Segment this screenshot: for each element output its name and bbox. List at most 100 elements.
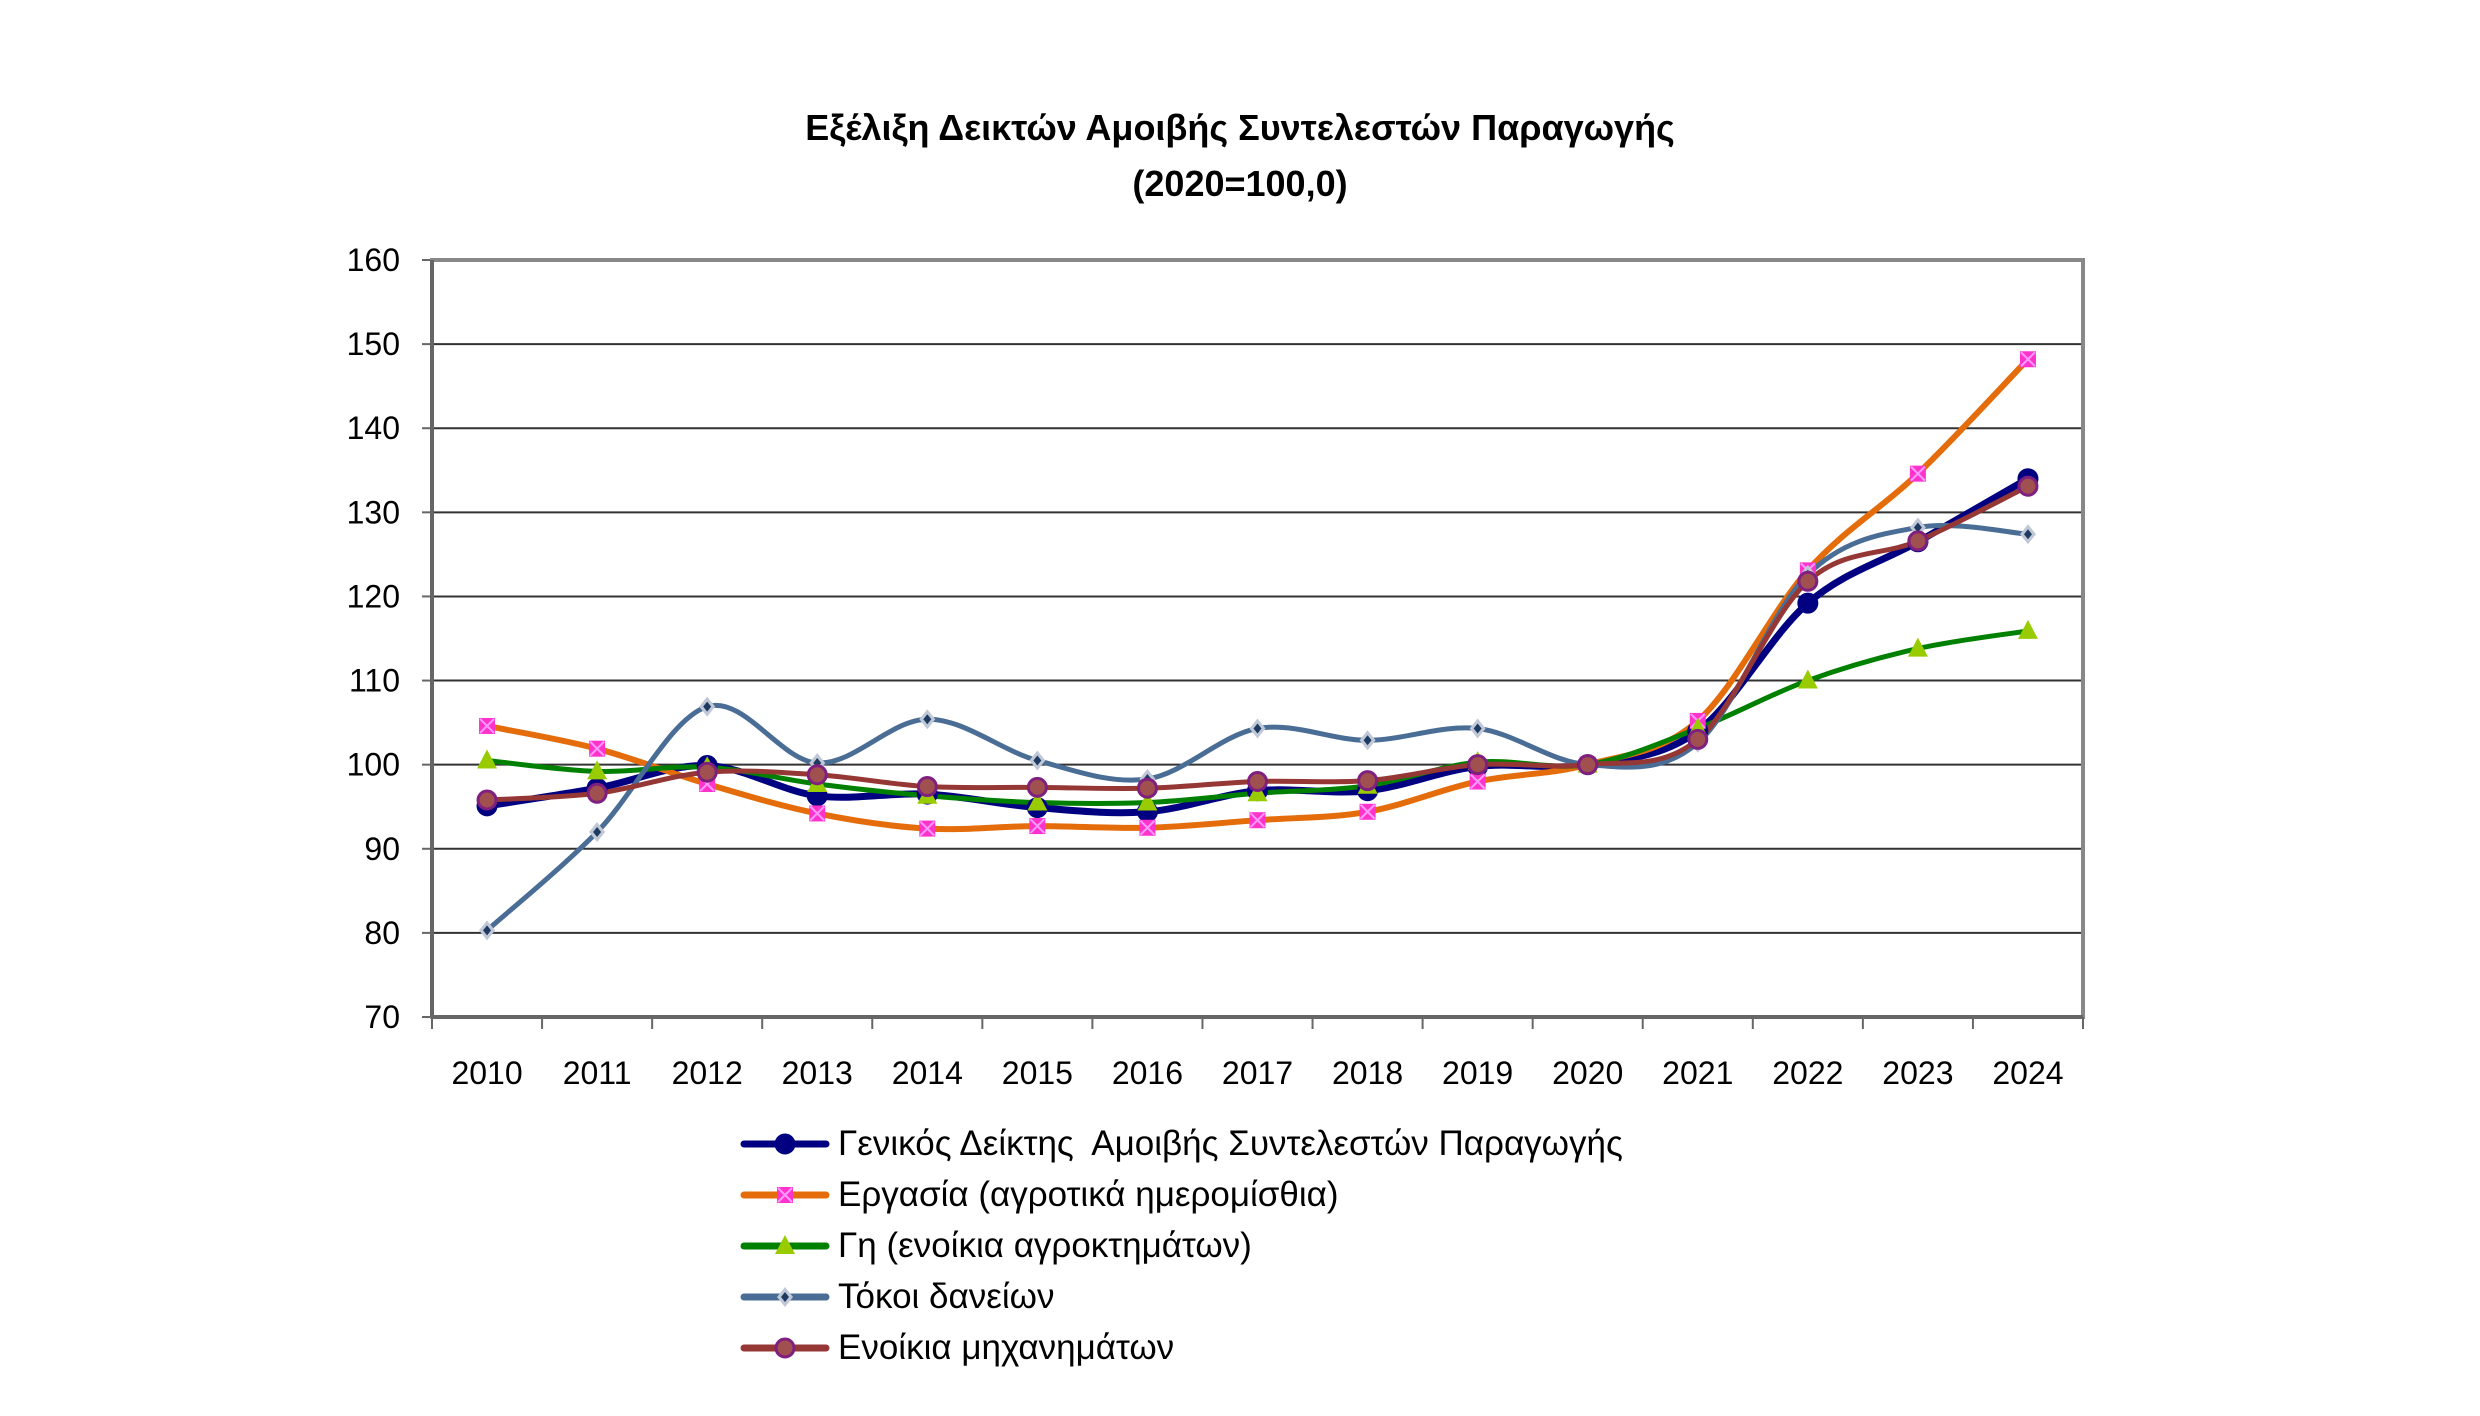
data-point-s5-2020 [1577, 754, 1599, 776]
marker-x [1249, 812, 1266, 828]
data-point-s5-2019 [1467, 754, 1489, 776]
data-point-s4-2015 [1029, 750, 1046, 771]
legend-label: Γη (ενοίκια αγροκτημάτων) [838, 1225, 1252, 1265]
tick-labels: 70 80 90 100 110 120 130 140 150 160 2010 2011 2012 2… [347, 242, 2064, 1091]
legend-item: Τόκοι δανείων [740, 1271, 1623, 1322]
data-point-s2-2017 [1249, 812, 1266, 829]
x-tick-label: 2013 [782, 1055, 853, 1091]
data-point-s4-2019 [1469, 718, 1486, 739]
data-point-s4-2014 [919, 709, 936, 730]
y-tick-label: 160 [347, 242, 400, 278]
y-tick-label: 70 [364, 999, 400, 1035]
data-point-s2-2014 [919, 820, 936, 837]
data-point-s2-2015 [1029, 818, 1046, 835]
data-point-s4-2010 [479, 920, 496, 941]
legend-marker [774, 1133, 796, 1154]
x-tick-label: 2011 [563, 1055, 632, 1091]
data-point-s5-2016 [1136, 777, 1158, 799]
data-point-s2-2018 [1359, 803, 1376, 820]
marker-x [1469, 773, 1486, 790]
data-point-s3-2024 [2017, 619, 2038, 639]
legend-swatch-icon [740, 1234, 830, 1254]
data-point-s4-2011 [589, 821, 606, 842]
data-point-s2-2019 [1469, 773, 1486, 790]
legend-swatch-icon [740, 1186, 830, 1203]
axes [422, 258, 2085, 1029]
legend-item: Ενοίκια μηχανημάτων [740, 1322, 1623, 1373]
data-point-s3-2016 [1137, 791, 1158, 811]
legend-item: Γενικός Δείκτης Αμοιβής Συντελεστών Παρα… [740, 1118, 1623, 1169]
marker-diamond-inner [1913, 522, 1922, 533]
legend-label: Ενοίκια μηχανημάτων [838, 1327, 1175, 1367]
data-point-s3-2022 [1797, 669, 1818, 689]
x-tick-label: 2024 [1992, 1055, 2063, 1091]
data-point-s4-2024 [2019, 524, 2036, 545]
data-point-s2-2011 [589, 740, 606, 757]
legend-marker [774, 1337, 796, 1358]
data-point-s2-2023 [1909, 465, 1926, 482]
marker-x [1359, 804, 1376, 820]
legend-marker [775, 1234, 795, 1254]
series-line-5 [484, 483, 2031, 803]
data-point-s5-2015 [1026, 776, 1048, 798]
data-point-s5-2022 [1797, 570, 1819, 592]
legend-label: Τόκοι δανείων [838, 1276, 1055, 1316]
marker-diamond-inner [1473, 723, 1482, 734]
y-tick-label: 110 [349, 663, 400, 699]
legend-swatch-icon [740, 1286, 830, 1307]
x-tick-label: 2020 [1552, 1055, 1623, 1091]
x-tick-label: 2012 [672, 1055, 743, 1091]
legend-label: Εργασία (αγροτικά ημερομίσθια) [838, 1174, 1339, 1214]
data-point-s2-2016 [1139, 819, 1156, 836]
marker-diamond-inner [593, 826, 602, 837]
marker-diamond-inner [923, 714, 932, 725]
y-tick-label: 120 [347, 578, 400, 614]
data-point-s1-2022 [1797, 592, 1819, 614]
gridlines [432, 259, 2083, 934]
marker-diamond-inner [2023, 529, 2032, 540]
legend-swatch-icon [740, 1133, 830, 1154]
y-tick-label: 90 [364, 831, 400, 867]
data-point-s5-2021 [1687, 728, 1709, 750]
data-point-s3-2015 [1027, 791, 1048, 811]
marker-x [1910, 465, 1926, 482]
data-point-s2-2013 [809, 805, 826, 822]
data-point-s5-2011 [586, 782, 608, 804]
marker-diamond-inner [1033, 755, 1042, 766]
data-point-s5-2017 [1247, 770, 1268, 792]
data-point-s5-2024 [2017, 475, 2039, 497]
data-point-s2-2010 [479, 717, 496, 734]
x-tick-label: 2022 [1772, 1055, 1843, 1091]
marker-diamond-inner [483, 925, 492, 936]
plot-area-border [430, 258, 2085, 1019]
marker-x [1139, 820, 1156, 836]
x-tick-label: 2023 [1882, 1055, 1953, 1091]
x-tick-label: 2016 [1112, 1055, 1183, 1091]
series-lines [483, 356, 2032, 933]
y-tick-label: 80 [364, 915, 400, 951]
y-tick-label: 140 [347, 410, 400, 446]
chart-title: Εξέλιξη Δεικτών Αμοιβής Συντελεστών Παρα… [0, 100, 2480, 212]
marker-x [777, 1186, 793, 1203]
marker-diamond-inner [781, 1291, 789, 1302]
legend: Γενικός Δείκτης Αμοιβής Συντελεστών Παρα… [740, 1118, 1623, 1373]
series-markers [476, 351, 2039, 941]
x-tick-label: 2017 [1222, 1055, 1293, 1091]
data-point-s5-2010 [476, 789, 498, 811]
marker-diamond-inner [1363, 735, 1372, 746]
x-tick-label: 2015 [1002, 1055, 1073, 1091]
x-tick-label: 2021 [1662, 1055, 1733, 1091]
x-tick-label: 2018 [1332, 1055, 1403, 1091]
legend-label: Γενικός Δείκτης Αμοιβής Συντελεστών Παρα… [838, 1123, 1623, 1163]
marker-diamond-inner [703, 701, 712, 712]
x-tick-label: 2014 [892, 1055, 963, 1091]
chart-subtitle: (2020=100,0) [1132, 163, 1348, 204]
y-tick-label: 100 [347, 747, 400, 783]
data-point-s4-2018 [1359, 730, 1376, 751]
y-tick-label: 150 [347, 326, 400, 362]
x-tick-label: 2010 [451, 1055, 522, 1091]
data-point-s3-2010 [477, 749, 498, 769]
legend-marker [777, 1186, 793, 1203]
data-point-s5-2018 [1357, 770, 1379, 792]
